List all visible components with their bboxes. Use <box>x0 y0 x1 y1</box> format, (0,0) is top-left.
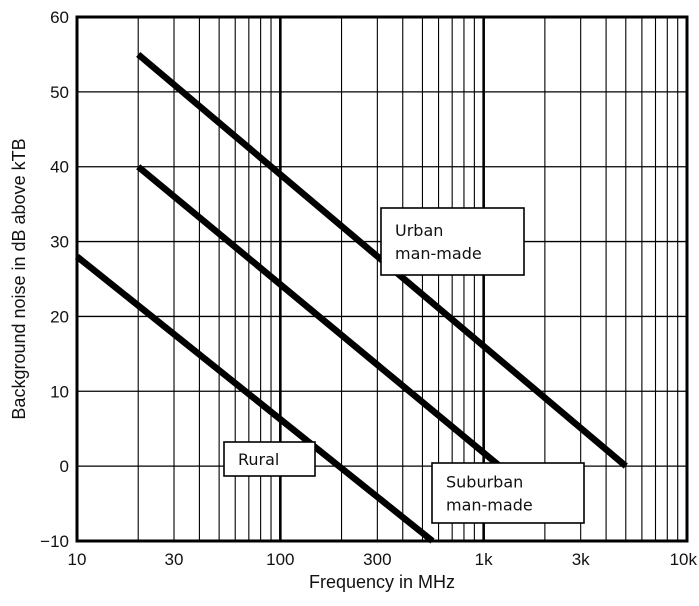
annotation-box <box>223 441 316 477</box>
x-tick-labels: 10 30 100 300 1k 3k 10k <box>68 550 698 569</box>
annotation-text: man-made <box>446 496 533 515</box>
annotation-box <box>380 207 525 276</box>
y-tick-label: 50 <box>50 83 69 102</box>
annotation-suburban: Suburban man-made <box>431 462 585 524</box>
x-tick-label: 10k <box>670 550 698 569</box>
x-tick-label: 30 <box>165 550 184 569</box>
y-tick-label: 30 <box>50 233 69 252</box>
y-axis-label: Background noise in dB above kTB <box>9 138 29 419</box>
annotation-layer: Urban man-made Suburban man-made Rural <box>223 207 585 524</box>
x-tick-label: 100 <box>266 550 294 569</box>
y-tick-labels: −10 0 10 20 30 40 50 60 <box>40 8 69 551</box>
y-tick-label: −10 <box>40 532 69 551</box>
plot-frame <box>75 15 689 543</box>
y-tick-label: 10 <box>50 382 69 401</box>
annotation-rural: Rural <box>223 441 316 477</box>
y-tick-label: 60 <box>50 8 69 27</box>
x-tick-label: 300 <box>363 550 391 569</box>
x-tick-label: 1k <box>475 550 493 569</box>
annotation-text: Urban <box>395 221 443 240</box>
series-line-suburban <box>136 164 502 469</box>
annotation-text: Suburban <box>446 473 523 492</box>
annotation-urban: Urban man-made <box>380 207 525 276</box>
y-tick-label: 20 <box>50 307 69 326</box>
x-tick-label: 3k <box>572 550 590 569</box>
x-axis-label: Frequency in MHz <box>309 572 455 592</box>
grid <box>77 17 687 541</box>
y-tick-label: 40 <box>50 158 69 177</box>
series-line-rural <box>74 254 435 544</box>
y-tick-label: 0 <box>60 457 69 476</box>
annotation-text: Rural <box>238 450 279 469</box>
x-tick-label: 10 <box>68 550 87 569</box>
annotation-text: man-made <box>395 244 482 263</box>
annotation-box <box>431 462 585 524</box>
